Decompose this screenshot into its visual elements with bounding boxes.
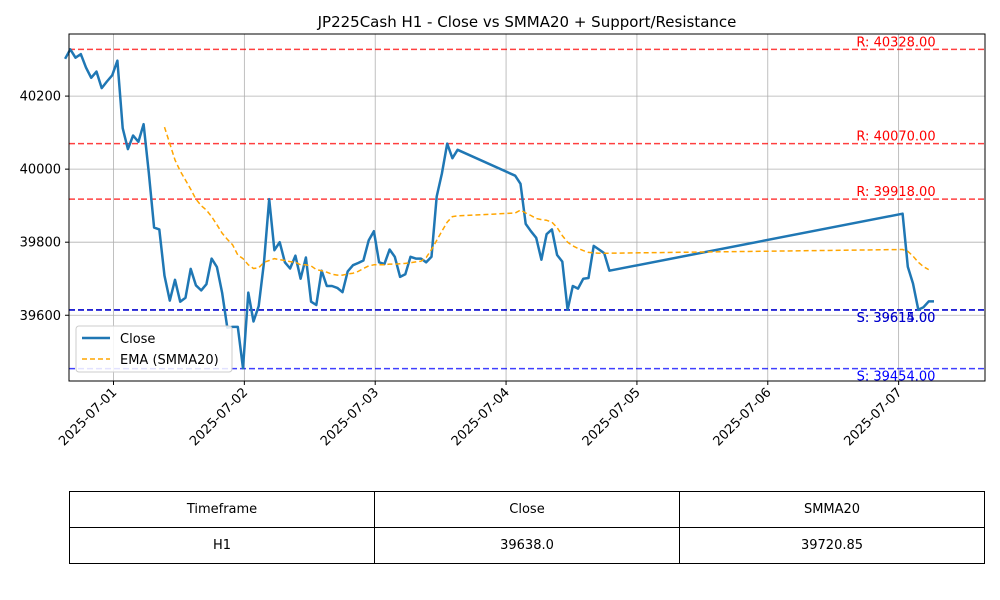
y-tick-label: 40000 <box>20 163 61 178</box>
x-tick-label: 2025-07-07 <box>841 385 905 449</box>
x-tick-label: 2025-07-06 <box>711 385 775 449</box>
legend: Close EMA (SMMA20) <box>75 325 233 373</box>
summary-table: Timeframe Close SMMA20 H1 39638.0 39720.… <box>69 491 985 564</box>
close-price-line <box>64 48 934 370</box>
table-header-timeframe: Timeframe <box>69 491 375 528</box>
legend-label-ema: EMA (SMMA20) <box>120 353 219 368</box>
plot-frame <box>68 33 986 382</box>
x-tick-label: 2025-07-05 <box>580 385 644 449</box>
table-cell-timeframe: H1 <box>69 527 375 564</box>
legend-label-close: Close <box>120 332 155 347</box>
y-tick-label: 39600 <box>20 309 61 324</box>
x-axis: 2025-07-01 2025-07-02 2025-07-03 2025-07-04… <box>56 381 905 449</box>
ema-smma20-line <box>163 126 930 276</box>
x-tick-label: 2025-07-02 <box>187 385 251 449</box>
resistance-level-label: R: 40070.00 <box>856 130 935 145</box>
y-tick-label: 40200 <box>20 90 61 105</box>
plot-background <box>69 34 985 381</box>
resistance-level-label: R: 39918.00 <box>856 185 935 200</box>
table-header-smma20: SMMA20 <box>679 491 985 528</box>
support-level-label: S: 39615.00 <box>857 311 936 326</box>
table-header-row: Timeframe Close SMMA20 <box>69 491 985 528</box>
series-lines <box>64 48 934 370</box>
legend-box <box>75 325 233 373</box>
grid <box>69 34 985 381</box>
resistance-level-label: R: 40328.00 <box>856 35 935 50</box>
support-level-label: S: 39614.00 <box>857 311 936 326</box>
x-tick-label: 2025-07-01 <box>56 385 120 449</box>
table-row: H1 39638.0 39720.85 <box>69 527 985 564</box>
x-tick-label: 2025-07-03 <box>318 385 382 449</box>
chart: JP225Cash H1 - Close vs SMMA20 + Support… <box>20 13 986 449</box>
x-tick-label: 2025-07-04 <box>449 385 513 449</box>
table-cell-smma20: 39720.85 <box>679 527 985 564</box>
y-axis: 39600 39800 40000 40200 <box>20 90 69 324</box>
level-labels: R: 40328.00 R: 40070.00 R: 39918.00 S: 3961… <box>856 35 935 384</box>
table-cell-close: 39638.0 <box>374 527 680 564</box>
table-header-close: Close <box>374 491 680 528</box>
chart-title: JP225Cash H1 - Close vs SMMA20 + Support… <box>317 13 737 31</box>
support-level-label: S: 39454.00 <box>857 370 936 385</box>
y-tick-label: 39800 <box>20 236 61 251</box>
